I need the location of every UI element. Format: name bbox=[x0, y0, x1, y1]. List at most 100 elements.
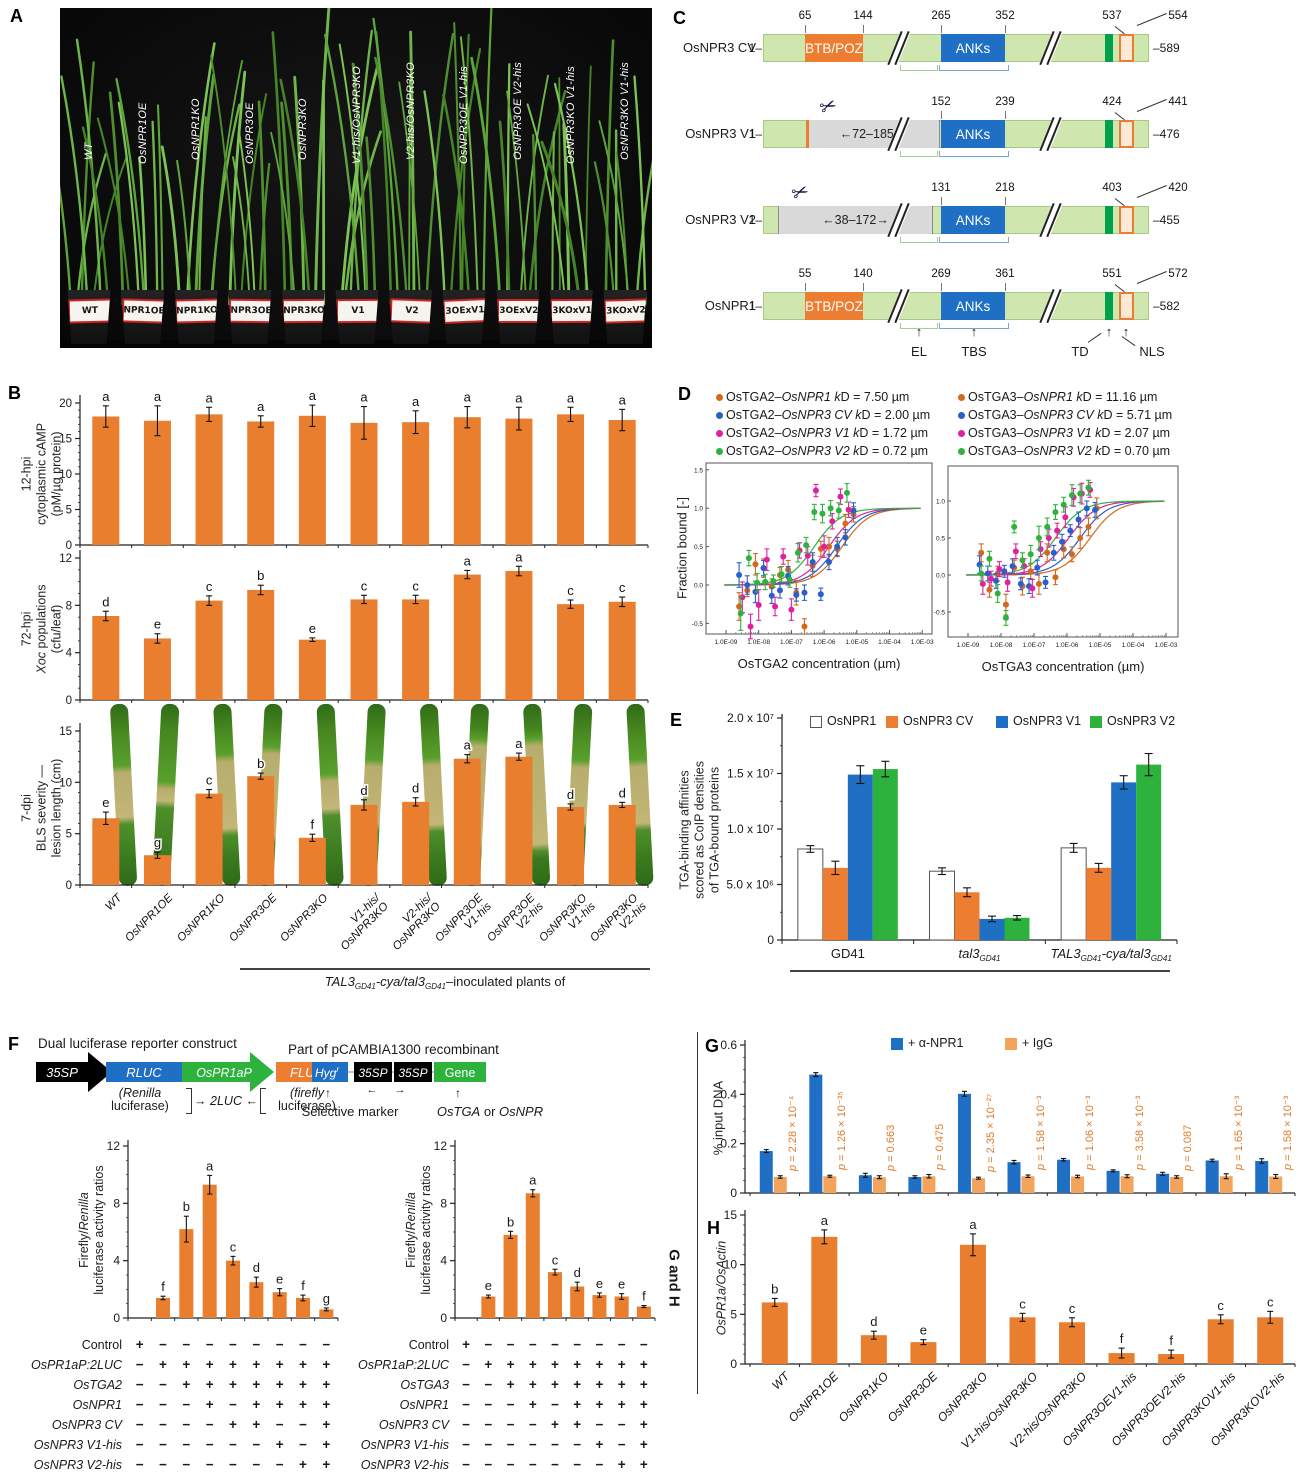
f-matrix-sign: + bbox=[229, 1417, 237, 1432]
e-legend-label: OsNPR3 CV bbox=[903, 714, 974, 728]
b-y-axis-label: 12-hpi cytoplasmic cAMP (pM/µg protein) bbox=[19, 422, 64, 526]
td-band bbox=[1105, 120, 1113, 148]
f-matrix-sign: + bbox=[617, 1457, 626, 1472]
tbs-bracket bbox=[939, 323, 1009, 329]
svg-text:0: 0 bbox=[113, 1311, 120, 1325]
f-matrix-sign: + bbox=[322, 1457, 331, 1472]
panel-e: E 0 5.0 x 10⁶ 1.0 x 10⁷ 1.5 x 10⁷ 2.0 x 10⁷ … bbox=[660, 702, 1299, 1030]
f-matrix-sign: + bbox=[573, 1417, 582, 1432]
svg-text:20: 20 bbox=[59, 398, 72, 410]
f-matrix-sign: − bbox=[229, 1437, 237, 1452]
plant-name-label: OsNPR3OE V2-his bbox=[511, 61, 524, 160]
f-matrix-sign: − bbox=[299, 1337, 307, 1352]
svg-text:12: 12 bbox=[434, 1139, 448, 1153]
anks-num: 361 bbox=[995, 268, 1015, 280]
svg-text:0: 0 bbox=[66, 880, 72, 892]
f-matrix-sign: − bbox=[506, 1437, 515, 1452]
f-matrix-sign: − bbox=[159, 1337, 167, 1352]
pot-label: V2 bbox=[389, 298, 433, 324]
f-matrix-sign: + bbox=[299, 1457, 307, 1472]
svg-text:f: f bbox=[1169, 1333, 1173, 1348]
svg-text:2.0 x 10⁷: 2.0 x 10⁷ bbox=[727, 711, 774, 725]
domain-edge-tick bbox=[1005, 25, 1006, 33]
panel-h-letter: H bbox=[707, 1218, 720, 1238]
nls-num: 572 bbox=[1168, 268, 1188, 280]
f-matrix-sign: − bbox=[595, 1337, 604, 1352]
svg-text:c: c bbox=[1217, 1298, 1224, 1313]
svg-text:10: 10 bbox=[724, 1258, 738, 1272]
g-legend-label: + IgG bbox=[1022, 1036, 1053, 1050]
nls-num: 554 bbox=[1168, 10, 1188, 22]
d-legend-dot bbox=[958, 394, 965, 401]
gh-separator bbox=[697, 1032, 698, 1394]
nls-num: 420 bbox=[1168, 182, 1188, 194]
svg-text:f: f bbox=[1120, 1331, 1124, 1346]
f-matrix-sign: − bbox=[182, 1337, 191, 1352]
svg-text:4: 4 bbox=[440, 1254, 447, 1268]
g-h-charts: 0 0.2 0.4 0.6 0 5 10 15 b a d e a c c f f c c bbox=[720, 1038, 1296, 1371]
end-residue: –476 bbox=[1153, 127, 1180, 141]
pot: 3OExV1 bbox=[442, 290, 486, 344]
b-caption: TAL3GD41-cya/tal3GD41–inoculated plants … bbox=[324, 974, 566, 991]
d-legend-dot bbox=[958, 430, 965, 437]
renilla-label: (Renilla bbox=[118, 1086, 162, 1100]
f-matrix-sign: − bbox=[229, 1337, 237, 1352]
svg-text:a: a bbox=[412, 394, 420, 409]
plant-name-label: OsNPR3KO V1-his bbox=[619, 61, 631, 160]
svg-text:-0.5: -0.5 bbox=[692, 621, 704, 628]
f-matrix-sign: + bbox=[299, 1377, 307, 1392]
f-matrix-sign: + bbox=[595, 1357, 604, 1372]
d-legend-entry: OsTGA2–OsNPR3 V2 kD = 0.72 µm bbox=[726, 444, 929, 458]
scissors-icon: ✂ bbox=[788, 179, 813, 207]
svg-text:←: ← bbox=[367, 1084, 378, 1096]
f-matrix-sign: + bbox=[252, 1377, 261, 1392]
nls-arrow: ↑ bbox=[1122, 324, 1130, 339]
pot: NPR1OE bbox=[121, 290, 165, 344]
f-matrix-sign: − bbox=[484, 1417, 493, 1432]
panel-f: F Dual luciferase reporter construct Par… bbox=[0, 1032, 660, 1474]
svg-text:1.0E-04: 1.0E-04 bbox=[878, 639, 901, 646]
d-legend-dot bbox=[716, 412, 723, 419]
f-matrix-sign: + bbox=[573, 1357, 582, 1372]
f-matrix-sign: − bbox=[484, 1337, 493, 1352]
f-matrix-row-label: OsNPR3 V2-his bbox=[33, 1458, 122, 1472]
td-arrow: ↑ bbox=[1105, 324, 1113, 339]
f-matrix-row-label: OsPR1aP:2LUC bbox=[30, 1358, 122, 1372]
svg-text:10: 10 bbox=[59, 777, 72, 789]
f-matrix-sign: + bbox=[182, 1377, 191, 1392]
svg-text:a: a bbox=[515, 549, 523, 564]
td-band bbox=[1105, 292, 1113, 320]
svg-text:0.2: 0.2 bbox=[720, 1137, 737, 1151]
svg-text:c: c bbox=[552, 1252, 559, 1267]
g-legend-swatch bbox=[891, 1038, 903, 1050]
svg-text:12: 12 bbox=[59, 553, 72, 565]
f-matrix-sign: + bbox=[252, 1397, 261, 1412]
pot-label: NPR3OE bbox=[228, 298, 272, 324]
svg-text:c: c bbox=[567, 583, 574, 598]
f-matrix-sign: − bbox=[573, 1337, 582, 1352]
svg-text:8: 8 bbox=[66, 600, 72, 612]
nls-num: 424 bbox=[1102, 96, 1122, 108]
f-matrix-sign: − bbox=[135, 1397, 144, 1412]
f-matrix-sign: + bbox=[506, 1357, 515, 1372]
f-matrix-sign: + bbox=[528, 1377, 537, 1392]
f-matrix-sign: + bbox=[205, 1397, 214, 1412]
panel-d-letter: D bbox=[678, 384, 691, 404]
svg-text:c: c bbox=[1069, 1301, 1076, 1316]
domain-edge-tick bbox=[941, 283, 942, 291]
svg-text:a: a bbox=[205, 390, 213, 405]
f-matrix-row-label: OsNPR3 V1-his bbox=[33, 1438, 122, 1452]
svg-text:1.0E-06: 1.0E-06 bbox=[1056, 642, 1079, 649]
svg-text:0.0: 0.0 bbox=[694, 583, 703, 590]
f-matrix-sign: − bbox=[252, 1337, 261, 1352]
f-matrix-sign: − bbox=[275, 1417, 284, 1432]
f-matrix-sign: − bbox=[135, 1437, 144, 1452]
f-matrix-sign: + bbox=[484, 1357, 493, 1372]
e-legend-label: OsNPR1 bbox=[827, 714, 877, 728]
svg-text:1.0E-09: 1.0E-09 bbox=[715, 639, 738, 646]
e-caption-line bbox=[790, 970, 1170, 972]
f-matrix-row-label: OsNPR1 bbox=[72, 1398, 122, 1412]
f-matrix-sign: − bbox=[484, 1437, 493, 1452]
f-matrix-sign: − bbox=[528, 1417, 537, 1432]
